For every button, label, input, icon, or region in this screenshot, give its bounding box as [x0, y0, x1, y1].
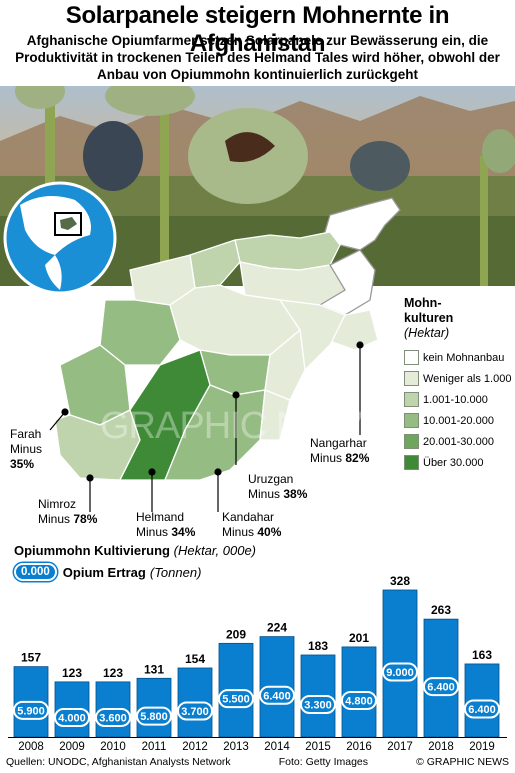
yield-value-label: 3.600 [99, 713, 127, 725]
bar-value-label: 224 [267, 621, 287, 635]
afghanistan-map [54, 197, 401, 481]
yield-value-label: 6.400 [468, 704, 496, 716]
legend-title-2: kulturen [404, 311, 454, 325]
yield-pill [464, 699, 500, 719]
yield-pill [259, 685, 295, 705]
yield-key-label: Opium Ertrag [62, 564, 146, 580]
yield-value-label: 3.300 [304, 699, 332, 711]
yield-pill [95, 708, 131, 727]
legend-label: 10.001-20.000 [423, 414, 494, 427]
bar-value-label: 209 [226, 627, 246, 641]
yield-value-label: 5.800 [140, 711, 168, 723]
yield-pill [382, 662, 418, 682]
yield-pill [13, 700, 49, 720]
legend-item: 20.001-30.000 [404, 431, 514, 452]
bar-value-label: 263 [431, 603, 451, 617]
footer-sources: Quellen: UNODC, Afghanistan Analysts Net… [6, 756, 231, 768]
legend-swatch [404, 350, 419, 365]
legend-item: 1.001-10.000 [404, 389, 514, 410]
footer: Quellen: UNODC, Afghanistan Analysts Net… [6, 756, 509, 768]
x-tick-label: 2011 [142, 741, 167, 753]
x-tick-label: 2008 [18, 741, 44, 753]
province-north-2 [189, 239, 241, 289]
yield-pill [300, 694, 336, 714]
legend-label: kein Mohnanbau [423, 351, 505, 364]
yield-pill [341, 690, 377, 710]
label-kandahar: Kandahar Minus 40% [222, 510, 282, 539]
yield-pill [423, 677, 459, 697]
province-east [318, 249, 376, 316]
x-tick-label: 2015 [305, 741, 331, 753]
legend-item: 10.001-20.000 [404, 410, 514, 431]
label-uruzgan: Uruzgan Minus 38% [248, 472, 308, 501]
yield-value-label: 3.700 [181, 706, 209, 718]
legend-label: 1.001-10.000 [423, 393, 488, 406]
yield-pill [54, 708, 90, 727]
yield-pill [177, 701, 213, 721]
footer-photo: Foto: Getty Images [278, 756, 369, 768]
chart-title: Opiummohn Kultivierung (Hektar, 000e) [14, 543, 256, 558]
bar-value-label: 163 [472, 648, 492, 662]
legend-swatch [404, 392, 419, 407]
bar-value-label: 123 [62, 666, 82, 680]
yield-value-label: 6.400 [263, 690, 291, 702]
province-se [264, 328, 306, 401]
bar-value-label: 183 [308, 639, 328, 653]
leader-lines [49, 341, 364, 512]
province-zabul [259, 389, 291, 441]
bar-value-label: 123 [103, 666, 123, 680]
bar-value-label: 157 [21, 651, 41, 665]
x-tick-label: 2017 [387, 741, 413, 753]
yield-pill [136, 706, 172, 726]
bar-value-label: 328 [390, 574, 410, 588]
legend-item: Über 30.000 [404, 452, 514, 473]
legend-item: Weniger als 1.000 [404, 368, 514, 389]
legend-label: Weniger als 1.000 [423, 372, 512, 385]
legend-swatch [404, 455, 419, 470]
watermark: GRAPHIC NEWS [100, 405, 387, 447]
yield-value-label: 6.400 [427, 682, 455, 694]
x-tick-label: 2012 [182, 741, 208, 753]
yield-pill [218, 689, 254, 709]
x-tick-label: 2016 [346, 741, 372, 753]
yield-value-label: 9.000 [386, 667, 414, 679]
page-title: Solarpanele steigern Mohnernte in Afghan… [65, 2, 450, 57]
bar-value-label: 154 [185, 652, 205, 666]
legend-swatch [404, 434, 419, 449]
x-tick-label: 2014 [264, 741, 290, 753]
label-farah: Farah Minus 35% [10, 427, 43, 471]
legend-title-1: Mohn- [404, 296, 442, 310]
legend-swatch [404, 371, 419, 386]
map-legend: Mohn- kulturen (Hektar) kein Mohnanbau We… [404, 296, 514, 473]
legend-unit: (Hektar) [404, 326, 450, 340]
yield-value-label: 5.500 [222, 694, 250, 706]
bar-value-label: 131 [144, 662, 164, 676]
bar-value-label: 201 [349, 631, 369, 645]
label-helmand: Helmand Minus 34% [136, 510, 196, 539]
x-tick-label: 2013 [223, 741, 249, 753]
yield-key: 0.000 Opium Ertrag (Tonnen) [14, 563, 201, 581]
label-nimroz: Nimroz Minus 78% [38, 497, 98, 526]
yield-key-unit: (Tonnen) [149, 564, 202, 580]
bars-layer: 157 5.900 2008 123 4.000 2009 123 3.600 2010 131 5… [8, 574, 507, 753]
label-nangarhar: Nangarhar Minus 82% [310, 436, 370, 465]
legend-label: 20.001-30.000 [423, 435, 494, 448]
yield-value-label: 5.900 [17, 705, 45, 717]
yield-value-label: 4.800 [345, 695, 373, 707]
locator-globe [3, 181, 117, 295]
yield-value-label: 4.000 [58, 713, 86, 725]
footer-copyright: © GRAPHIC NEWS [416, 756, 509, 768]
page-subtitle: Afghanische Opiumfarmer setzen Solarpane… [15, 33, 500, 82]
x-tick-label: 2010 [100, 741, 126, 753]
yield-key-sample: 0.000 [14, 563, 57, 581]
x-tick-label: 2009 [59, 741, 85, 753]
legend-swatch [404, 413, 419, 428]
x-tick-label: 2019 [469, 741, 495, 753]
legend-label: Über 30.000 [423, 456, 484, 469]
legend-item: kein Mohnanbau [404, 347, 514, 368]
x-tick-label: 2018 [428, 741, 454, 753]
